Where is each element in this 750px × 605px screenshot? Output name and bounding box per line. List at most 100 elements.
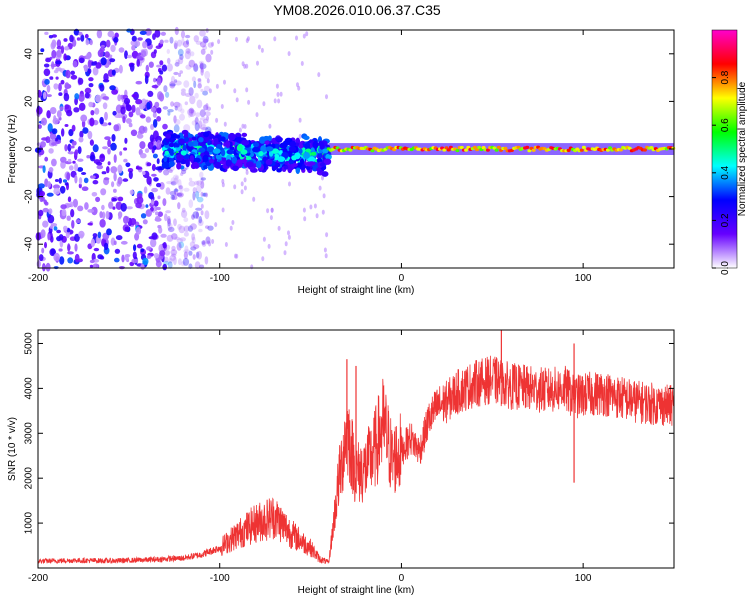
spectrogram-noise-cell bbox=[99, 84, 105, 92]
spectrogram-noise-cell bbox=[70, 145, 75, 149]
spectrogram-band-cell bbox=[323, 158, 332, 165]
spectrogram-x-label: Height of straight line (km) bbox=[298, 285, 415, 296]
spectrogram-noise-cell bbox=[133, 244, 137, 252]
spectrogram-noise-cell bbox=[68, 129, 74, 137]
spectrogram-noise-cell bbox=[131, 258, 139, 264]
spectrogram-noise-cell bbox=[83, 64, 88, 73]
spectrogram-band-cell bbox=[299, 158, 305, 165]
spectrogram-noise-cell bbox=[49, 225, 54, 229]
spectrogram-noise-cell bbox=[247, 99, 251, 105]
spectrogram-noise-cell bbox=[44, 241, 47, 249]
spectrogram-noise-cell bbox=[154, 29, 161, 38]
spectrogram-noise-cell bbox=[114, 248, 121, 254]
spectrogram-noise-cell bbox=[180, 30, 186, 39]
spectrogram-noise-cell bbox=[99, 116, 104, 125]
spectrogram-noise-cell bbox=[173, 256, 177, 266]
spectrogram-noise-cell bbox=[125, 162, 131, 168]
spectrogram-noise-cell bbox=[193, 63, 199, 72]
spectrogram-band-cell bbox=[325, 153, 332, 160]
spectrogram-noise-cell bbox=[144, 148, 150, 154]
spectrogram-noise-cell bbox=[173, 174, 179, 180]
spectrogram-noise-cell bbox=[77, 158, 84, 162]
spectrogram-noise-cell bbox=[147, 90, 154, 97]
spectrogram-noise-cell bbox=[223, 121, 227, 127]
spectrogram-band-cell bbox=[319, 162, 326, 167]
spectrogram-noise-cell bbox=[99, 219, 106, 228]
spectrogram-noise-cell bbox=[140, 153, 147, 159]
spectrogram-noise-cell bbox=[138, 125, 146, 134]
spectrogram-band-cell bbox=[164, 150, 169, 155]
spectrogram-noise-cell bbox=[243, 124, 247, 129]
spectrogram-band-cell bbox=[294, 152, 301, 160]
spectrogram-noise-cell bbox=[168, 261, 173, 269]
snr-panel: -200 -100 0 100 1000 2000 3000 4000 5000 Height… bbox=[7, 329, 675, 596]
spectrogram-noise-cell bbox=[42, 91, 47, 100]
spectrogram-noise-cell bbox=[162, 106, 169, 110]
spectrogram-noise-cell bbox=[109, 58, 116, 63]
spectrogram-noise-cell bbox=[150, 199, 155, 205]
spectrogram-noise-cell bbox=[173, 124, 180, 133]
spectrogram-noise-cell bbox=[48, 208, 53, 215]
spectrogram-noise-cell bbox=[114, 32, 119, 39]
spectrogram-noise-cell bbox=[119, 151, 123, 156]
spectrogram-noise-cell bbox=[51, 158, 57, 167]
colorbar-tick-label: 0.8 bbox=[720, 70, 731, 84]
spectrogram-noise-cell bbox=[200, 88, 204, 93]
spectrogram-noise-cell bbox=[156, 139, 162, 149]
spectrogram-noise-cell bbox=[159, 70, 164, 75]
spectrogram-noise-cell bbox=[171, 195, 178, 200]
spectrogram-noise-cell bbox=[174, 26, 179, 36]
spectrogram-noise-cell bbox=[42, 165, 46, 174]
spectrogram-noise-cell bbox=[77, 77, 84, 85]
spectrogram-noise-cell bbox=[107, 139, 111, 148]
spectrogram-noise-cell bbox=[113, 124, 120, 132]
spectrogram-band-cell bbox=[277, 156, 286, 162]
spectrogram-noise-cell bbox=[67, 257, 74, 264]
spectrogram-noise-cell bbox=[207, 225, 214, 231]
spectrogram-noise-cell bbox=[112, 110, 117, 116]
spectrogram-noise-cell bbox=[182, 257, 190, 266]
spectrogram-noise-cell bbox=[146, 101, 151, 110]
spectrogram-noise-cell bbox=[150, 238, 157, 248]
spectrogram-noise-cell bbox=[129, 218, 137, 226]
spectrogram-noise-cell bbox=[184, 101, 188, 106]
snr-y-label: SNR (10 * v/v) bbox=[7, 417, 18, 481]
spectrogram-noise-cell bbox=[174, 62, 180, 67]
spectrogram-band-cell bbox=[174, 143, 180, 148]
spectrogram-noise-cell bbox=[183, 231, 189, 237]
spectrogram-noise-cell bbox=[178, 57, 184, 65]
spectrogram-noise-cell bbox=[87, 209, 95, 213]
spectrogram-noise-cell bbox=[184, 93, 192, 97]
spectrogram-noise-cell bbox=[145, 209, 152, 217]
spectrogram-tone-cell bbox=[496, 145, 501, 149]
spectrogram-noise-cell bbox=[188, 109, 196, 117]
spectrogram-noise-cell bbox=[203, 37, 207, 43]
spectrogram-y-ticks: -40 -20 0 20 40 bbox=[24, 48, 674, 251]
spectrogram-noise-cell bbox=[132, 251, 137, 260]
spectrogram-noise-cell bbox=[199, 109, 206, 118]
spectrogram-noise-cell bbox=[131, 94, 138, 98]
spectrogram-band-cell bbox=[215, 153, 222, 160]
spectrogram-noise-cell bbox=[79, 130, 84, 139]
spectrogram-band-cell bbox=[176, 154, 184, 161]
spectrogram-noise-cell bbox=[135, 166, 143, 170]
spectrogram-noise-cell bbox=[131, 35, 137, 42]
spectrogram-noise-cell bbox=[181, 169, 187, 175]
spectrogram-noise-cell bbox=[176, 238, 184, 244]
spectrogram-noise-cell bbox=[104, 111, 108, 121]
spectrogram-noise-cell bbox=[72, 198, 78, 208]
spectrogram-noise-cell bbox=[113, 188, 117, 193]
spectrogram-noise-cell bbox=[126, 104, 132, 112]
spectrogram-noise-cell bbox=[112, 197, 117, 202]
spectrogram-noise-cell bbox=[171, 253, 177, 257]
spectrogram-noise-cell bbox=[267, 243, 271, 249]
spectrogram-noise-cell bbox=[175, 59, 180, 64]
spectrogram-noise-cell bbox=[156, 107, 162, 114]
spectrogram-tone-cell bbox=[531, 148, 536, 152]
spectrogram-noise-cell bbox=[117, 164, 123, 174]
spectrogram-noise-cell bbox=[45, 262, 51, 272]
spectrogram-noise-cell bbox=[80, 34, 85, 42]
spectrogram-tone-cell bbox=[370, 149, 375, 153]
spectrogram-noise-cell bbox=[90, 238, 96, 247]
spectrogram-noise-cell bbox=[67, 151, 75, 155]
